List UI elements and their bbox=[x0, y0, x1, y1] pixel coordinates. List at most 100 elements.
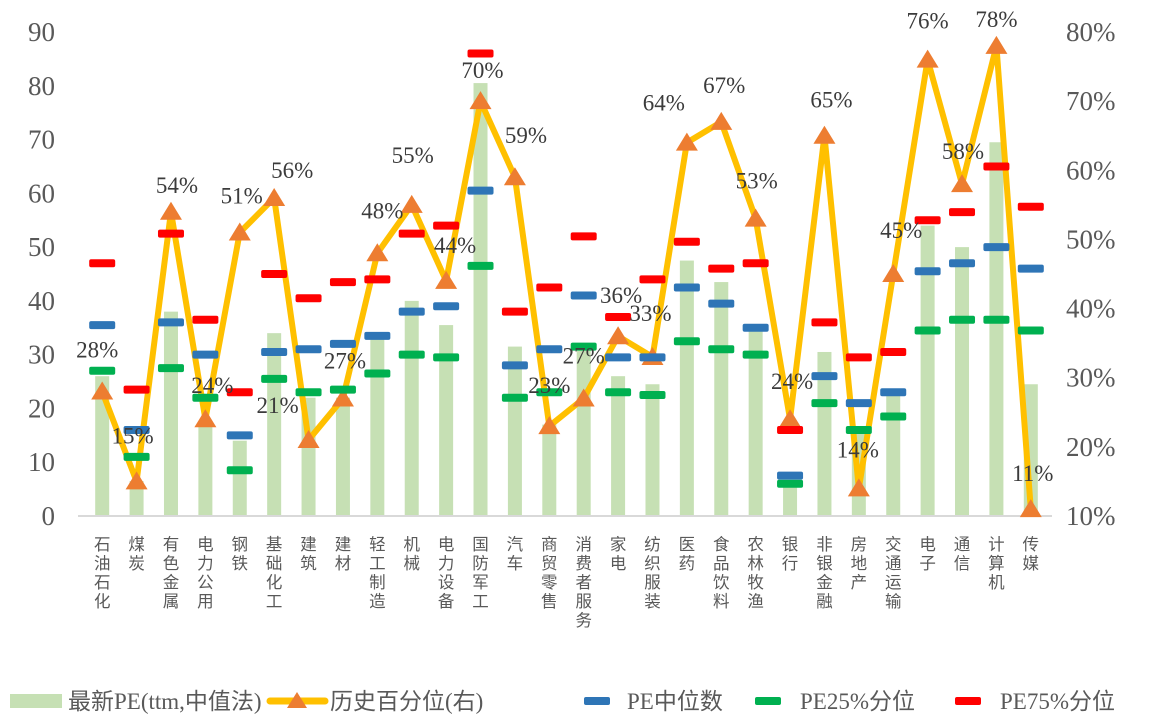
left-axis-tick-label: 40 bbox=[28, 286, 55, 316]
percentile-label: 36% bbox=[600, 283, 642, 308]
dash-marker bbox=[261, 347, 288, 356]
dash-marker bbox=[157, 229, 184, 238]
left-axis-tick-label: 10 bbox=[28, 447, 55, 477]
triangle-marker bbox=[847, 478, 870, 497]
percentile-label: 51% bbox=[221, 184, 263, 209]
bar bbox=[748, 325, 763, 516]
bar bbox=[714, 282, 729, 516]
left-axis-tick-label: 20 bbox=[28, 393, 55, 423]
triangle-marker bbox=[813, 125, 836, 144]
percentile-label: 21% bbox=[256, 393, 298, 418]
percentile-label: 27% bbox=[324, 348, 366, 373]
dash-marker bbox=[157, 364, 184, 373]
percentile-line bbox=[99, 42, 1034, 513]
triangle-marker bbox=[744, 208, 767, 227]
left-axis-tick-label: 70 bbox=[28, 125, 55, 155]
category-label: 商贸零售 bbox=[541, 535, 558, 611]
dash-marker bbox=[708, 299, 735, 308]
dash-marker bbox=[192, 315, 219, 324]
right-axis-tick-label: 30% bbox=[1066, 363, 1116, 393]
triangle-marker bbox=[400, 194, 423, 213]
dash-marker bbox=[983, 243, 1010, 252]
triangle-marker bbox=[194, 409, 217, 428]
dash-marker bbox=[501, 361, 528, 370]
category-label: 国防军工 bbox=[472, 535, 489, 611]
category-label: 轻工制造 bbox=[369, 535, 386, 611]
bar bbox=[473, 83, 488, 516]
dash-marker bbox=[364, 331, 391, 340]
dash-marker bbox=[329, 385, 356, 394]
triangle-marker bbox=[779, 409, 802, 428]
triangle-marker bbox=[951, 174, 974, 193]
percentile-label: 28% bbox=[76, 338, 118, 363]
triangle-marker bbox=[159, 201, 182, 220]
dash-marker bbox=[1017, 202, 1044, 211]
left-axis-tick-label: 30 bbox=[28, 340, 55, 370]
dash-marker bbox=[467, 261, 494, 270]
bar bbox=[611, 376, 626, 516]
triangle-marker bbox=[985, 35, 1008, 54]
dash-marker bbox=[261, 374, 288, 383]
dash-marker bbox=[501, 393, 528, 402]
dash-marker bbox=[983, 162, 1010, 171]
dash-marker bbox=[914, 267, 941, 276]
pe25-dash-series bbox=[89, 261, 1044, 488]
triangle-marker bbox=[710, 111, 733, 130]
category-label: 交通运输 bbox=[885, 535, 902, 611]
legend-swatch-p75 bbox=[955, 697, 981, 705]
dash-marker bbox=[708, 264, 735, 273]
triangle-marker bbox=[572, 388, 595, 407]
dash-marker bbox=[949, 315, 976, 324]
percentile-label: 33% bbox=[629, 301, 671, 326]
dash-marker bbox=[398, 350, 425, 359]
dash-marker bbox=[639, 353, 666, 362]
category-label: 电力设备 bbox=[438, 535, 455, 611]
right-axis-ticks: 10% 20% 30% 40% 50% 60% 70% 80% bbox=[1066, 17, 1116, 531]
dash-marker bbox=[433, 302, 460, 311]
category-label: 电力公用 bbox=[197, 535, 214, 611]
legend-swatch-p25 bbox=[755, 697, 781, 705]
dash-marker bbox=[1017, 326, 1044, 335]
bar bbox=[679, 260, 694, 516]
dash-marker bbox=[226, 466, 253, 475]
dash-marker bbox=[949, 259, 976, 268]
dash-marker bbox=[914, 216, 941, 225]
legend-swatch-median bbox=[584, 697, 610, 705]
category-label: 基础化工 bbox=[266, 535, 283, 611]
legend-label-p75: PE75%分位 bbox=[1000, 689, 1115, 714]
dash-marker bbox=[329, 278, 356, 287]
category-label: 家电 bbox=[610, 535, 627, 573]
triangle-marker bbox=[91, 381, 114, 400]
category-label: 机械 bbox=[403, 535, 420, 573]
dash-marker bbox=[398, 307, 425, 316]
bar bbox=[439, 325, 454, 516]
dash-marker bbox=[639, 275, 666, 284]
dash-marker bbox=[192, 393, 219, 402]
dash-marker bbox=[433, 221, 460, 230]
bar-series-latest-pe bbox=[95, 83, 1038, 516]
category-label: 房地产 bbox=[851, 535, 868, 592]
dash-marker bbox=[398, 229, 425, 238]
dash-marker bbox=[777, 479, 804, 488]
triangle-marker bbox=[125, 471, 148, 490]
right-axis-tick-label: 50% bbox=[1066, 224, 1116, 254]
dash-marker bbox=[845, 353, 872, 362]
category-label: 通信 bbox=[954, 535, 971, 573]
percentile-label: 27% bbox=[563, 343, 605, 368]
right-axis-tick-label: 80% bbox=[1066, 17, 1116, 47]
percentile-label: 24% bbox=[771, 369, 813, 394]
dash-marker bbox=[261, 270, 288, 278]
category-label: 农林牧渔 bbox=[747, 535, 764, 611]
bar bbox=[404, 300, 419, 516]
dash-marker bbox=[364, 369, 391, 378]
category-label: 建材 bbox=[335, 535, 352, 573]
category-label: 有色金属 bbox=[163, 535, 180, 611]
percentile-line-series bbox=[91, 35, 1042, 518]
percentile-data-labels: 28% 15% 54% 24% 51% 56% 21% 27% 48% 55% 44% 70% 59% 2… bbox=[76, 7, 1053, 486]
bar bbox=[129, 481, 144, 516]
percentile-label: 56% bbox=[271, 158, 313, 183]
dash-marker bbox=[605, 353, 632, 362]
bar bbox=[645, 384, 660, 516]
dash-marker bbox=[742, 350, 769, 359]
